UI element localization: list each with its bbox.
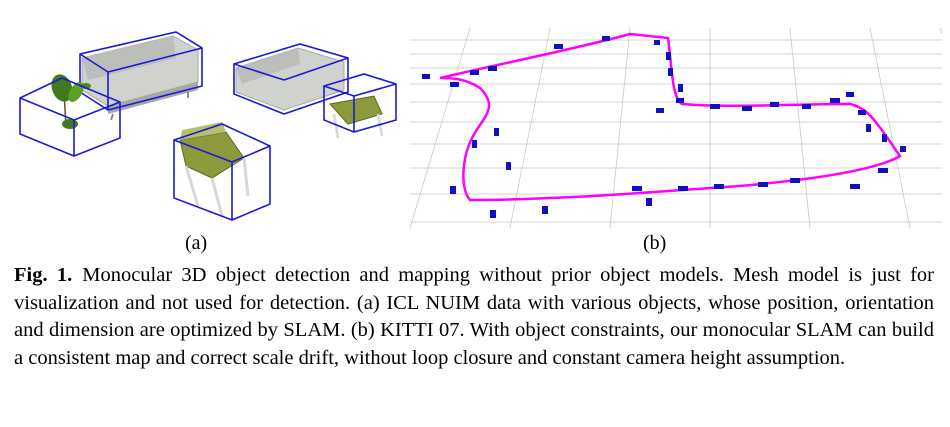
sofa-object <box>81 35 199 121</box>
chair-object <box>329 95 384 139</box>
car-markers <box>422 36 906 218</box>
bounding-box <box>233 43 349 115</box>
ground-grid <box>409 27 950 229</box>
bounding-box <box>173 123 271 221</box>
subfigure-label-a: (a) <box>185 232 208 254</box>
figure-panel-b <box>409 27 950 229</box>
figure-caption-label: Fig. 1. <box>14 264 73 286</box>
indoor-scene-illustration <box>19 31 397 221</box>
sofa-object <box>235 47 345 111</box>
figure-caption-text: Monocular 3D object detection and mappin… <box>14 264 935 369</box>
subfigure-label-b: (b) <box>643 232 667 254</box>
chair-object <box>179 122 250 217</box>
trajectory-map-plot <box>409 27 950 229</box>
bounding-box <box>19 77 121 157</box>
figure-panel-a <box>8 28 408 228</box>
bounding-box <box>323 73 397 133</box>
figure-caption: Fig. 1. Monocular 3D object detection and… <box>14 262 934 372</box>
